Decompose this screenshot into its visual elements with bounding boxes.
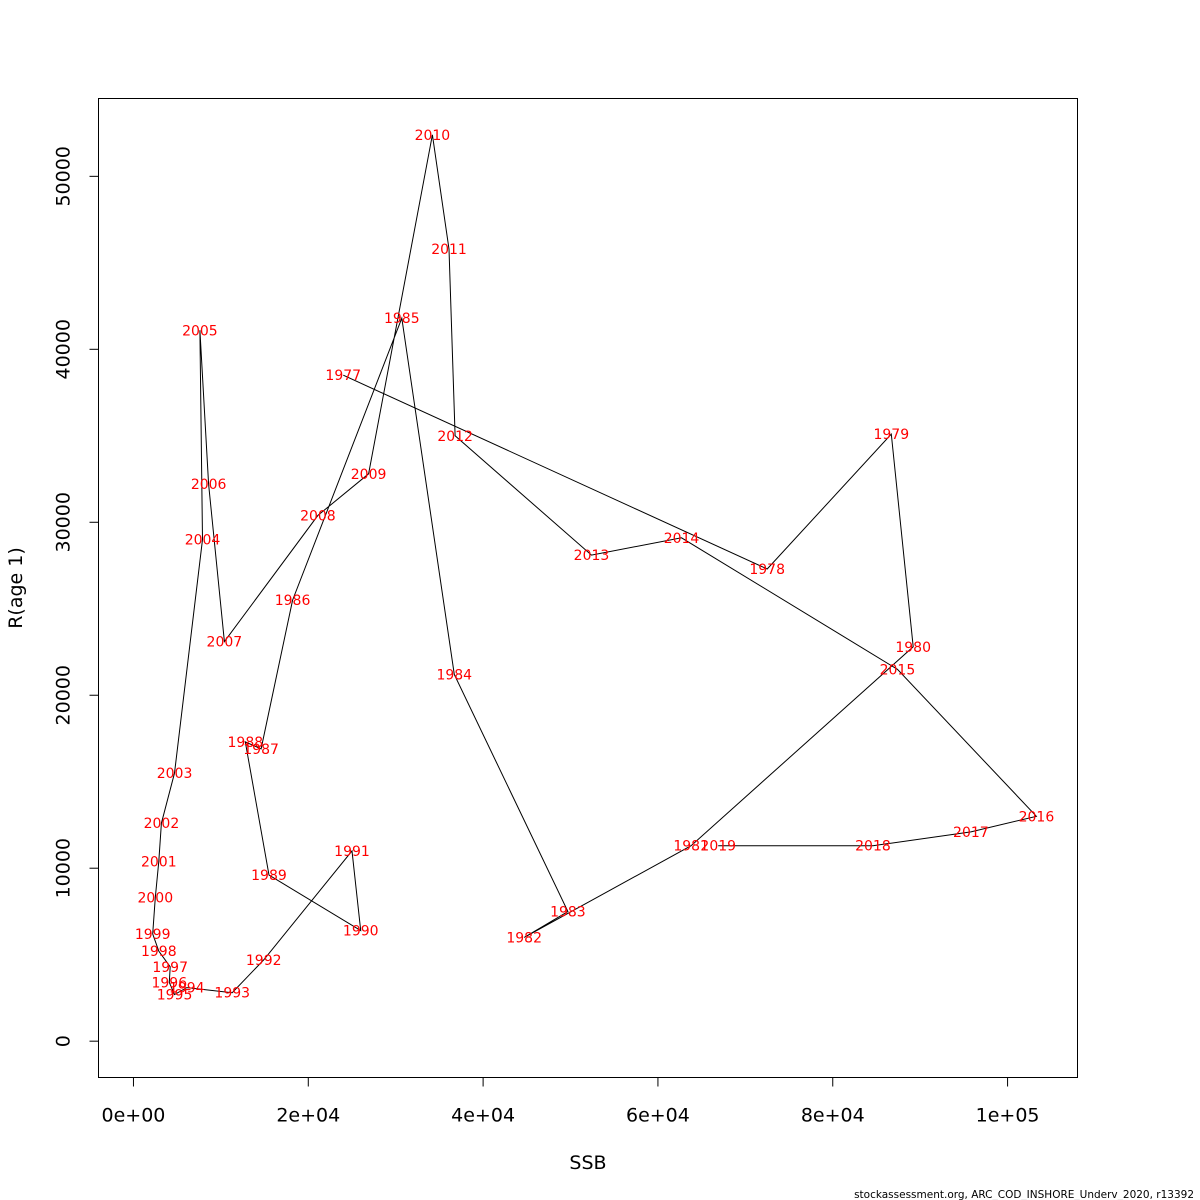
- y-tick-label: 0: [53, 1035, 75, 1047]
- x-axis-title: SSB: [569, 1152, 606, 1174]
- point-label-2009: 2009: [351, 467, 387, 483]
- point-label-2018: 2018: [855, 839, 891, 855]
- y-tick-label: 30000: [53, 492, 75, 552]
- point-labels: 1977 1978 1979 1980 1981 1982 1983 1984 1985 1986…: [135, 128, 1054, 1004]
- x-axis: 0e+00 2e+04 4e+04 6e+04 8e+04 1e+05: [102, 1077, 1040, 1127]
- x-tick-label: 0e+00: [102, 1105, 166, 1127]
- point-label-1980: 1980: [895, 640, 931, 656]
- y-axis-title: R(age 1): [5, 547, 27, 629]
- point-label-2012: 2012: [437, 429, 473, 445]
- point-label-2017: 2017: [953, 825, 989, 841]
- x-tick-label: 8e+04: [801, 1105, 865, 1127]
- point-label-2005: 2005: [182, 323, 218, 339]
- point-label-1989: 1989: [251, 868, 287, 884]
- point-label-2000: 2000: [137, 891, 173, 907]
- point-label-1994: 1994: [169, 981, 205, 997]
- point-label-1986: 1986: [275, 593, 311, 609]
- point-label-2014: 2014: [664, 531, 700, 547]
- point-label-2016: 2016: [1019, 809, 1055, 825]
- point-label-1990: 1990: [343, 923, 379, 939]
- point-label-2004: 2004: [185, 533, 221, 549]
- point-label-1998: 1998: [141, 944, 177, 960]
- point-label-1978: 1978: [749, 562, 785, 578]
- point-label-2001: 2001: [141, 854, 177, 870]
- point-label-2006: 2006: [191, 477, 227, 493]
- point-label-2019: 2019: [700, 839, 736, 855]
- x-tick-label: 4e+04: [451, 1105, 515, 1127]
- point-label-2002: 2002: [144, 816, 180, 832]
- point-label-1988: 1988: [228, 735, 264, 751]
- point-label-2003: 2003: [157, 766, 193, 782]
- point-label-2007: 2007: [207, 635, 243, 651]
- point-label-1992: 1992: [246, 953, 282, 969]
- point-label-1979: 1979: [873, 427, 909, 443]
- point-label-2010: 2010: [415, 128, 451, 144]
- point-label-1987: 1987: [243, 742, 279, 758]
- y-axis: 0 10000 20000 30000 40000 50000: [53, 146, 99, 1047]
- x-tick-label: 2e+04: [276, 1105, 340, 1127]
- point-label-1993: 1993: [214, 986, 250, 1002]
- y-tick-label: 10000: [53, 838, 75, 898]
- x-tick-label: 6e+04: [626, 1105, 690, 1127]
- point-label-1977: 1977: [325, 368, 361, 384]
- point-label-1984: 1984: [436, 667, 472, 683]
- point-label-2008: 2008: [300, 508, 336, 524]
- y-tick-label: 20000: [53, 665, 75, 725]
- y-tick-label: 50000: [53, 146, 75, 206]
- point-label-1999: 1999: [135, 927, 171, 943]
- footer-credit: stockassessment.org, ARC_COD_INSHORE_Und…: [854, 1189, 1194, 1200]
- point-label-1982: 1982: [506, 930, 542, 946]
- plot-frame: [98, 98, 1078, 1078]
- point-label-1983: 1983: [550, 904, 586, 920]
- point-label-1991: 1991: [334, 844, 370, 860]
- y-tick-label: 40000: [53, 319, 75, 379]
- x-tick-label: 1e+05: [976, 1105, 1040, 1127]
- series-line: [152, 134, 1038, 996]
- point-label-2013: 2013: [574, 548, 610, 564]
- point-label-1996: 1996: [151, 975, 187, 991]
- point-label-2011: 2011: [431, 242, 467, 258]
- point-label-1985: 1985: [384, 311, 420, 327]
- point-label-1981: 1981: [673, 839, 709, 855]
- point-label-1995: 1995: [157, 987, 193, 1003]
- point-label-2015: 2015: [880, 662, 916, 678]
- point-label-1997: 1997: [152, 960, 188, 976]
